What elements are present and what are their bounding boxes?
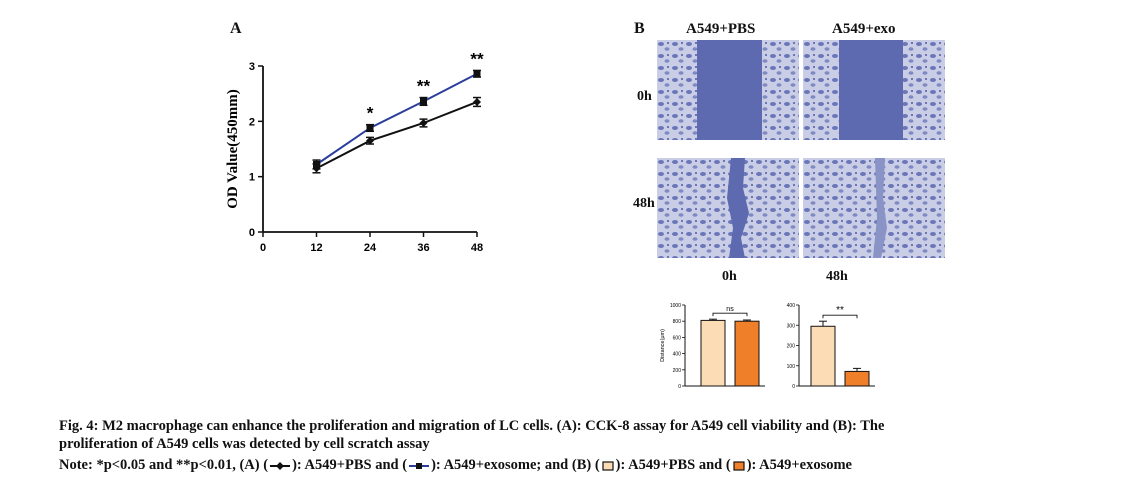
legend-light-bar-icon [602,461,614,471]
series-line-1 [315,72,478,166]
row-label-48h: 48h [633,196,655,211]
column-header-exo: A549+exo [832,21,896,37]
figure-caption-line2: proliferation of A549 cells was detected… [59,436,430,452]
x-tick-label: 36 [417,242,429,254]
bar-y-tick-label: 100 [787,364,796,370]
bar-y-tick-label: 1000 [670,303,681,309]
data-point-square [366,124,374,132]
bar-0 [700,319,726,387]
bar-y-tick-label: 0 [792,384,795,390]
note-part-3: ): A549+exosome; and (B) ( [431,457,600,473]
significance-mark: ** [417,77,431,96]
bar-y-tick-label: 800 [673,319,682,325]
bar-y-tick-label: 200 [787,344,796,350]
legend-blue-line-square-icon [409,462,430,469]
bar-y-axis-label: Distance(μm) [660,329,666,362]
bar-0 [810,325,836,387]
data-point-diamond [366,136,374,145]
y-tick-label: 1 [249,172,255,184]
data-point-diamond [473,97,481,106]
y-tick-label: 2 [249,116,255,128]
figure-caption-note: Note: *p<0.05 and **p<0.01, (A) ( ): A549… [59,456,1089,474]
panel-b-letter: B [634,20,645,37]
significance-label: ** [836,305,844,316]
data-point-square [473,70,481,78]
y-tick-label: 3 [249,61,255,73]
bar-y-tick-label: 0 [678,384,681,390]
series-line-0 [316,101,478,170]
data-point-diamond [419,118,428,127]
bar-chart-48h-title: 48h [826,269,848,284]
note-part-1: Note: *p<0.05 and **p<0.01, (A) ( [59,457,269,473]
row-label-0h: 0h [637,89,652,104]
micrograph-exo-48h [803,158,945,258]
figure-caption-line1: Fig. 4: M2 macrophage can enhance the pr… [59,418,885,434]
legend-orange-bar-icon [733,461,745,471]
bar-y-tick-label: 600 [673,335,682,341]
micrograph-pbs-48h [657,158,799,258]
legend-black-line-diamond-icon [270,461,291,470]
bar-y-tick-label: 200 [673,368,682,374]
bar-chart-0h-title: 0h [722,269,737,284]
column-header-pbs: A549+PBS [686,21,756,37]
note-part-2: ): A549+PBS and ( [292,457,408,473]
x-tick-label: 48 [471,242,483,254]
bar-1 [844,370,870,387]
significance-label: ns [726,306,734,313]
y-tick-label: 0 [249,227,255,239]
data-point-square [313,160,320,168]
bar-y-tick-label: 400 [673,352,682,358]
bar-y-tick-label: 400 [787,303,796,309]
significance-mark: * [367,104,374,123]
significance-bracket [822,314,858,319]
significance-bracket [712,312,748,317]
bar-chart-0h: 0 200 400 600 800 1000 Distance(μm) ns [660,303,765,390]
panel-a-letter: A [230,20,242,37]
bar-y-tick-label: 300 [787,323,796,329]
bar-1 [734,320,760,387]
x-tick-label: 0 [260,242,266,254]
note-part-5: ): A549+exosome [746,457,852,473]
data-point-square [420,97,427,105]
significance-mark: ** [470,49,484,68]
x-tick-label: 12 [310,242,322,254]
micrograph-exo-0h [803,40,945,140]
y-axis-label: OD Value(450mm) [225,89,241,209]
x-tick-label: 24 [364,242,377,254]
micrograph-pbs-0h [657,40,799,140]
bar-chart-48h: 0 100 200 300 400 ** [787,303,875,390]
note-part-4: ): A549+PBS and ( [615,457,731,473]
